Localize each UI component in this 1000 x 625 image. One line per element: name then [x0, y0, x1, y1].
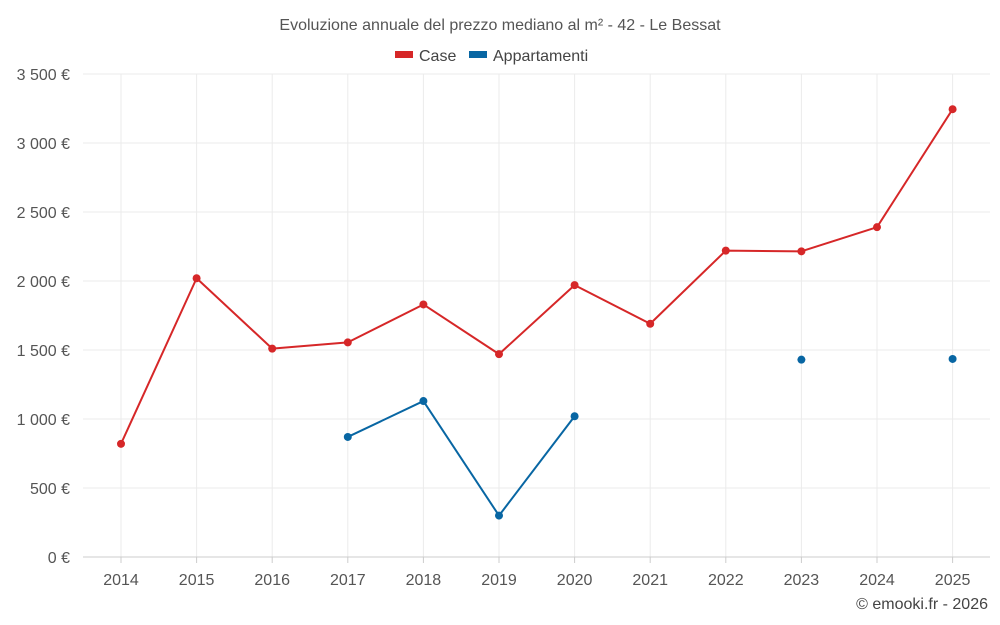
data-point-case[interactable] [495, 350, 503, 359]
x-tick-label: 2016 [254, 572, 290, 589]
data-point-case[interactable] [268, 344, 277, 353]
x-tick-label: 2019 [481, 572, 517, 589]
y-tick-label: 2 000 € [17, 274, 70, 291]
x-tick-label: 2024 [859, 572, 895, 589]
series-layer [117, 105, 957, 520]
data-point-appartamenti[interactable] [948, 354, 957, 363]
data-point-case[interactable] [721, 246, 730, 255]
legend-item-case[interactable]: Case [395, 48, 456, 65]
data-point-case[interactable] [873, 223, 881, 232]
data-point-case[interactable] [343, 338, 352, 347]
credit-text: © emooki.fr - 2026 [856, 596, 988, 613]
data-point-case[interactable] [797, 247, 806, 256]
data-point-case[interactable] [419, 300, 428, 309]
data-point-case[interactable] [646, 319, 655, 328]
x-tick-label: 2021 [632, 572, 668, 589]
x-tick-label: 2025 [935, 572, 971, 589]
y-tick-label: 0 € [48, 550, 70, 567]
x-tick-label: 2020 [557, 572, 593, 589]
x-tick-label: 2017 [330, 572, 366, 589]
grid-layer [83, 73, 990, 557]
chart-title: Evoluzione annuale del prezzo mediano al… [279, 17, 721, 34]
series-line-appartamenti [347, 400, 576, 517]
data-point-appartamenti[interactable] [419, 397, 428, 406]
y-tick-label: 3 000 € [17, 136, 70, 153]
y-tick-label: 500 € [30, 481, 70, 498]
x-tick-label: 2018 [406, 572, 442, 589]
legend-swatch-case [395, 51, 413, 58]
legend: Case Appartamenti [395, 48, 588, 65]
y-tick-label: 3 500 € [17, 67, 70, 84]
y-tick-label: 1 000 € [17, 412, 70, 429]
data-point-appartamenti[interactable] [570, 412, 579, 421]
legend-label-case: Case [419, 48, 456, 65]
x-tick-label: 2023 [784, 572, 820, 589]
series-line-case [120, 108, 954, 445]
data-point-appartamenti[interactable] [495, 511, 503, 520]
data-point-appartamenti[interactable] [343, 432, 352, 441]
data-point-case[interactable] [948, 105, 957, 114]
data-point-case[interactable] [117, 439, 125, 448]
x-tick-label: 2022 [708, 572, 744, 589]
data-point-case[interactable] [192, 274, 201, 283]
data-point-appartamenti[interactable] [797, 355, 806, 364]
x-tick-label: 2014 [103, 572, 139, 589]
legend-item-appartamenti[interactable]: Appartamenti [469, 48, 588, 65]
legend-label-appartamenti: Appartamenti [493, 48, 588, 65]
legend-swatch-appartamenti [469, 51, 487, 58]
x-tick-label: 2015 [179, 572, 215, 589]
axis-layer: 0 € 500 € 1 000 € 1 500 € 2 000 € 2 500 € 3 00… [17, 67, 990, 589]
data-point-case[interactable] [570, 281, 579, 290]
y-tick-label: 1 500 € [17, 343, 70, 360]
y-tick-label: 2 500 € [17, 205, 70, 222]
